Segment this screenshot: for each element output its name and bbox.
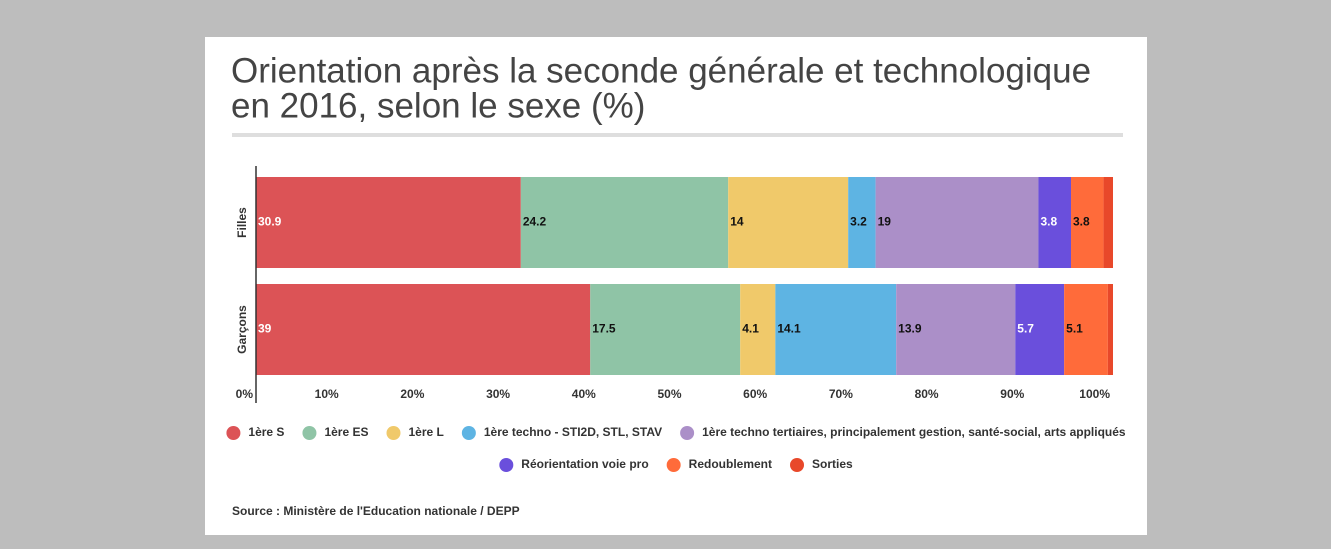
x-tick-label: 10% — [315, 387, 339, 401]
legend-label: 1ère techno tertiaires, principalement g… — [702, 425, 1126, 439]
legend-swatch — [499, 458, 514, 472]
bar-segment — [740, 284, 776, 375]
data-label: 3.2 — [850, 215, 867, 229]
data-label: 19 — [878, 215, 892, 229]
bar-segment — [256, 177, 521, 268]
data-label: 5.7 — [1017, 322, 1034, 336]
bar-segment — [1038, 177, 1072, 268]
x-tick-label: 90% — [1000, 387, 1024, 401]
legend-swatch — [680, 426, 695, 440]
x-tick-label: 20% — [400, 387, 424, 401]
legend-swatch — [302, 426, 317, 440]
x-tick-label: 100% — [1079, 387, 1110, 401]
bar-segment — [520, 177, 729, 268]
data-label: 13.9 — [898, 322, 922, 336]
data-label: 14 — [730, 215, 744, 229]
bar-segment — [775, 284, 897, 375]
x-tick-label: 30% — [486, 387, 510, 401]
x-tick-label: 70% — [829, 387, 853, 401]
bar-segment — [875, 177, 1039, 268]
legend-label: Réorientation voie pro — [521, 457, 648, 471]
x-tick-label: 0% — [236, 387, 254, 401]
bar-segment — [256, 284, 591, 375]
y-tick-label: Filles — [235, 207, 249, 238]
data-label: 39 — [258, 322, 272, 336]
x-tick-label: 40% — [572, 387, 596, 401]
y-tick-label: Garçons — [235, 305, 249, 354]
legend-swatch — [226, 426, 241, 440]
bar-segment — [848, 177, 876, 268]
bar-segment — [1107, 284, 1113, 375]
legend-label: Sorties — [812, 457, 853, 471]
data-label: 3.8 — [1040, 215, 1057, 229]
data-label: 30.9 — [258, 215, 282, 229]
x-tick-label: 80% — [915, 387, 939, 401]
x-tick-label: 50% — [657, 387, 681, 401]
bar-segment — [728, 177, 849, 268]
source: Source : Ministère de l'Education nation… — [232, 504, 520, 518]
bar-segment — [896, 284, 1016, 375]
legend-label: Redoublement — [689, 457, 772, 471]
x-tick-label: 60% — [743, 387, 767, 401]
bar-segment — [590, 284, 741, 375]
bar-segment — [1071, 177, 1104, 268]
legend-label: 1ère L — [408, 425, 443, 439]
legend-swatch — [666, 458, 681, 472]
legend-label: 1ère techno - STI2D, STL, STAV — [484, 425, 662, 439]
data-label: 5.1 — [1066, 322, 1083, 336]
legend-label: 1ère ES — [324, 425, 368, 439]
data-label: 17.5 — [592, 322, 616, 336]
chart-title: Orientation après la seconde générale et… — [231, 51, 1091, 90]
bar-segment — [1064, 284, 1108, 375]
data-label: 4.1 — [742, 322, 759, 336]
bar-segment — [1015, 284, 1065, 375]
data-label: 3.8 — [1073, 215, 1090, 229]
legend-swatch — [386, 426, 401, 440]
title-rule — [232, 133, 1123, 137]
chart-title: en 2016, selon le sexe (%) — [231, 86, 645, 125]
legend-swatch — [790, 458, 805, 472]
legend-label: 1ère S — [248, 425, 284, 439]
bar-segment — [1103, 177, 1113, 268]
data-label: 14.1 — [777, 322, 801, 336]
data-label: 24.2 — [523, 215, 547, 229]
legend-swatch — [461, 426, 476, 440]
